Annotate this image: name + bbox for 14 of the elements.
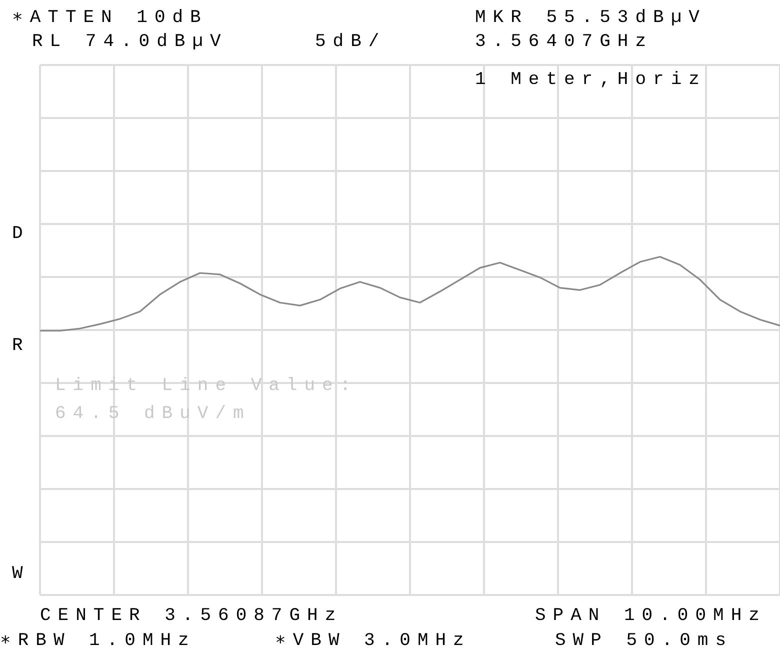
text: CENTER 3.56087GHz <box>40 606 343 626</box>
text: RL 74.0dBµV <box>32 32 228 52</box>
text: MKR 55.53dBµV <box>475 8 706 28</box>
text: R <box>12 336 30 356</box>
text: 1 Meter,Horiz <box>475 70 706 90</box>
text: 3.56407GHz <box>475 32 654 52</box>
text: W <box>12 564 30 584</box>
text: SWP 50.0ms <box>555 631 734 651</box>
text: ∗VBW 3.0MHz <box>275 631 471 651</box>
text: D <box>12 224 30 244</box>
text: 5dB/ <box>315 32 386 52</box>
text: ∗RBW 1.0MHz <box>0 631 196 651</box>
text: ∗ATTEN 10dB <box>12 8 208 28</box>
text: SPAN 10.00MHz <box>535 606 766 626</box>
